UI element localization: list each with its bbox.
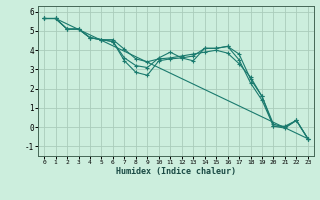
X-axis label: Humidex (Indice chaleur): Humidex (Indice chaleur) <box>116 167 236 176</box>
